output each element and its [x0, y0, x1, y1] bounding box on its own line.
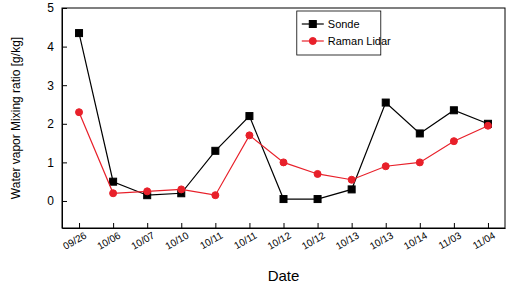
x-tick-mark: [488, 223, 489, 228]
x-tick-label: 10/07: [129, 229, 157, 251]
x-tick: 10/13: [368, 223, 396, 252]
legend-label: Sonde: [328, 18, 360, 30]
data-point: [382, 99, 389, 106]
data-point: [314, 170, 321, 177]
x-tick: 10/13: [334, 223, 362, 252]
x-tick-mark: [454, 223, 455, 228]
x-tick-mark: [113, 223, 114, 228]
x-tick: 10/12: [300, 223, 328, 252]
x-tick-label: 10/13: [368, 229, 396, 251]
data-point: [110, 190, 117, 197]
x-tick: 10/11: [198, 223, 225, 251]
y-tick: 4: [47, 40, 67, 54]
series-area: [76, 30, 492, 203]
y-tick-label: 2: [47, 117, 54, 131]
legend-box: [297, 11, 381, 55]
data-point: [212, 147, 219, 154]
x-tick: 10/10: [163, 223, 191, 252]
x-tick: 10/06: [95, 223, 123, 252]
x-axis-title: Date: [268, 267, 300, 284]
data-point: [178, 186, 185, 193]
data-point: [484, 122, 491, 129]
legend-marker: [309, 38, 316, 45]
x-tick-label: 09/26: [61, 229, 89, 251]
data-point: [348, 176, 355, 183]
x-tick-mark: [79, 223, 80, 228]
y-tick: 3: [47, 79, 67, 93]
y-tick: 2: [47, 117, 67, 131]
y-tick-mark: [62, 47, 67, 48]
data-point: [416, 159, 423, 166]
y-tick-mark: [62, 201, 67, 202]
x-tick: 10/14: [402, 223, 430, 252]
chart: 0 1 2 3 4 5 09/26 10/06 10/07 10/10 10/11 10/11 10/1…: [0, 0, 516, 293]
data-point: [348, 186, 355, 193]
x-tick-mark: [249, 223, 250, 228]
y-tick-label: 5: [47, 1, 54, 15]
x-tick-mark: [386, 223, 387, 228]
y-tick-mark: [62, 85, 67, 86]
x-tick: 11/04: [471, 223, 498, 251]
y-tick-mark: [62, 124, 67, 125]
x-axis: 09/26 10/06 10/07 10/10 10/11 10/11 10/12 10/12…: [61, 223, 505, 252]
data-point: [314, 196, 321, 203]
x-tick: 10/12: [266, 223, 294, 252]
x-tick-mark: [181, 223, 182, 228]
y-tick-mark: [62, 162, 67, 163]
y-tick: 5: [47, 1, 67, 15]
y-axis: 0 1 2 3 4 5: [47, 1, 67, 228]
x-axis-line: [63, 228, 506, 229]
series-line: [79, 33, 488, 199]
y-tick-label: 3: [47, 79, 54, 93]
x-tick: 10/11: [232, 223, 259, 251]
y-tick-label: 1: [47, 156, 54, 170]
y-tick-mark: [62, 8, 67, 9]
x-tick-mark: [318, 223, 319, 228]
plot-frame: [62, 8, 505, 228]
plot: 0 1 2 3 4 5 09/26 10/06 10/07 10/10 10/11 10/11 10/1…: [47, 1, 505, 251]
x-tick-label: 10/11: [232, 229, 259, 251]
y-tick-label: 0: [47, 194, 54, 208]
data-point: [450, 138, 457, 145]
x-tick: 11/03: [437, 223, 464, 251]
data-point: [416, 130, 423, 137]
x-tick-mark: [147, 223, 148, 228]
data-point: [280, 196, 287, 203]
legend-label: Raman Lidar: [328, 35, 391, 47]
data-point: [110, 178, 117, 185]
y-tick-label: 4: [47, 40, 54, 54]
x-tick-mark: [352, 223, 353, 228]
x-tick-label: 10/13: [334, 229, 362, 251]
x-tick-mark: [420, 223, 421, 228]
x-tick-label: 10/11: [198, 229, 225, 251]
data-point: [212, 192, 219, 199]
x-tick-label: 11/04: [471, 229, 498, 251]
data-point: [76, 30, 83, 37]
x-tick-label: 10/12: [266, 229, 294, 251]
y-axis-title: Water vapor Mixing ratio [g/kg]: [9, 37, 23, 199]
y-tick: 1: [47, 156, 67, 170]
data-point: [76, 109, 83, 116]
legend-marker: [309, 21, 316, 28]
y-axis-line: [62, 9, 63, 229]
x-tick: 09/26: [61, 223, 89, 252]
x-tick-mark: [215, 223, 216, 228]
x-tick-label: 10/12: [300, 229, 328, 251]
x-tick-label: 10/06: [95, 229, 123, 251]
x-tick-label: 10/10: [163, 229, 191, 251]
data-point: [144, 188, 151, 195]
data-point: [246, 113, 253, 120]
data-point: [450, 107, 457, 114]
data-point: [246, 132, 253, 139]
series-line: [79, 112, 488, 195]
x-tick-label: 10/14: [402, 229, 430, 251]
x-tick-mark: [284, 223, 285, 228]
data-point: [280, 159, 287, 166]
data-point: [382, 163, 389, 170]
x-tick-label: 11/03: [437, 229, 464, 251]
x-tick: 10/07: [129, 223, 157, 252]
legend: Sonde Raman Lidar: [297, 11, 391, 55]
y-tick: 0: [47, 194, 67, 208]
